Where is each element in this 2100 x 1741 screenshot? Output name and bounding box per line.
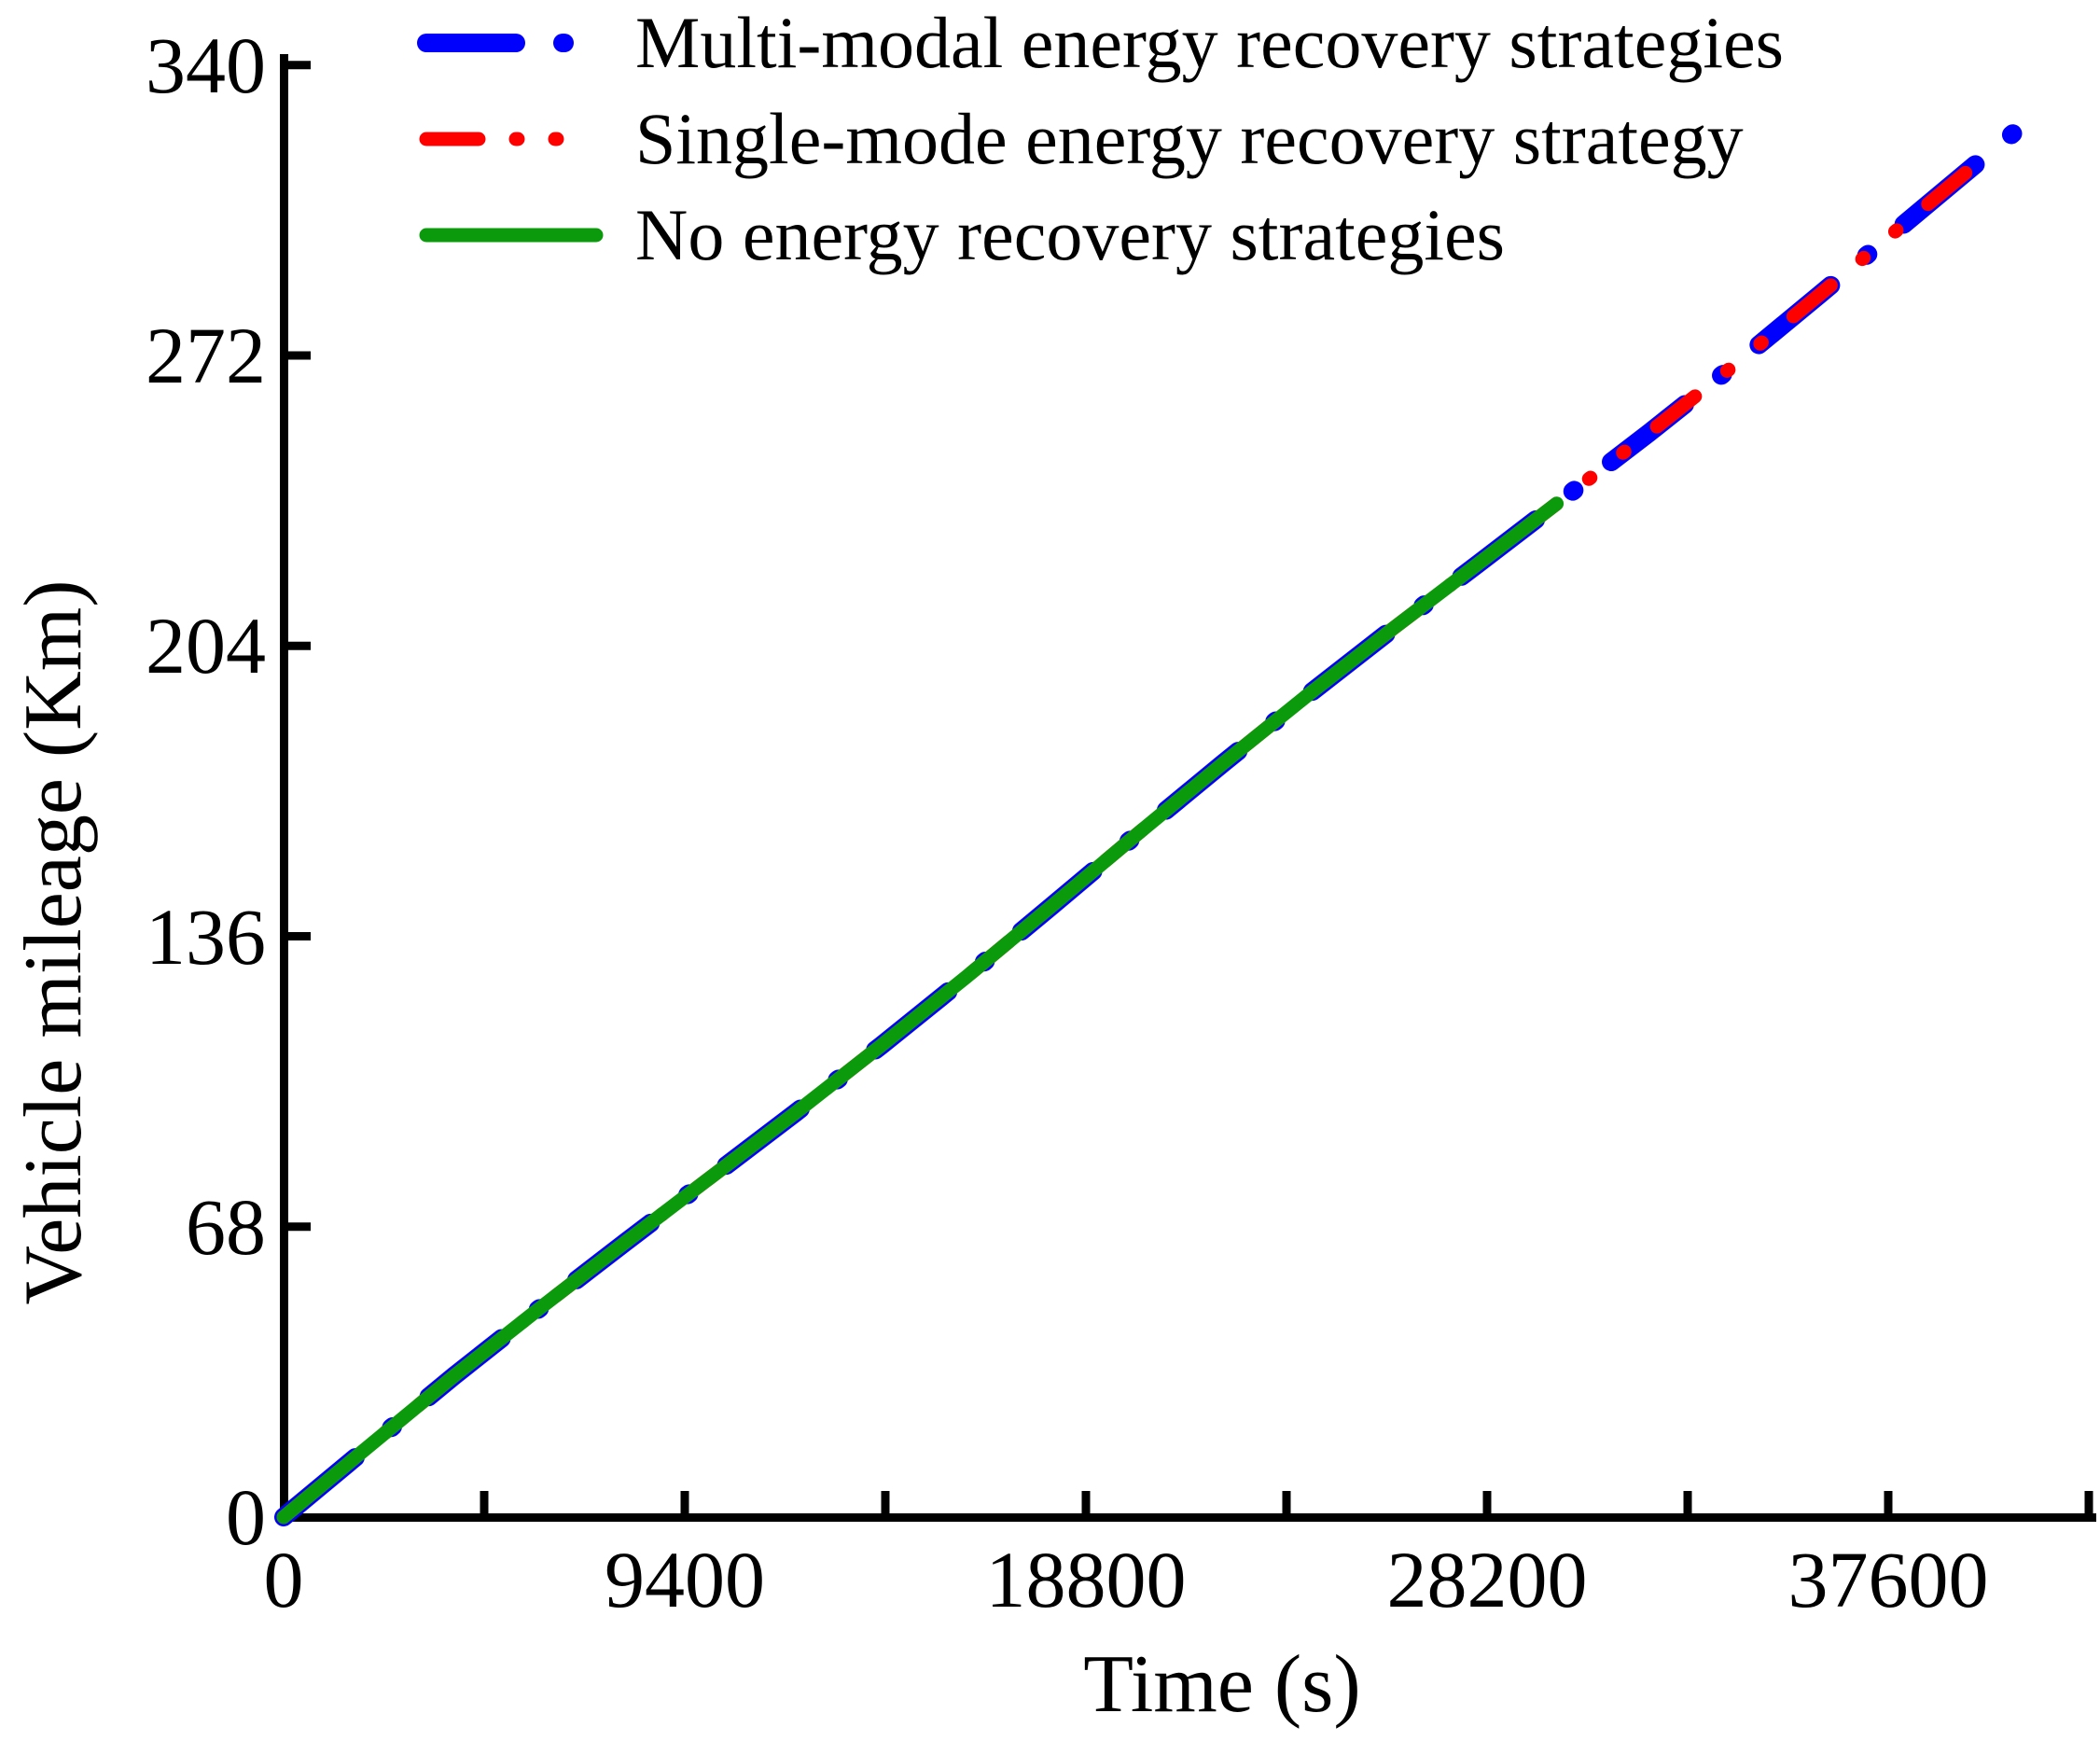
y-axis-title: Vehicle mileage (Km) [8, 579, 99, 1305]
x-tick-label: 9400 [605, 1535, 765, 1624]
axis-ticks [287, 61, 2093, 1515]
series-line [276, 496, 1565, 1525]
x-axis-title: Time (s) [1083, 1639, 1361, 1730]
y-tick-label: 272 [146, 311, 266, 400]
legend-item: Single-mode energy recovery strategy [0, 91, 1784, 187]
y-tick-label: 136 [146, 891, 266, 982]
y-tick-label: 340 [146, 20, 266, 110]
legend-swatch-line [419, 228, 604, 242]
y-tick-mark [287, 641, 311, 650]
y-tick-label: 0 [226, 1472, 266, 1562]
x-tick-mark [1884, 1491, 1893, 1515]
x-tick-label: 18800 [985, 1535, 1187, 1624]
y-tick-mark [287, 932, 311, 940]
legend-swatch-line [419, 132, 604, 146]
x-tick-label: 0 [263, 1535, 304, 1624]
legend-label: Single-mode energy recovery strategy [635, 97, 1744, 179]
y-tick-mark [287, 1222, 311, 1232]
data-series [274, 107, 2043, 1526]
x-tick-mark [1482, 1491, 1492, 1515]
x-tick-mark [2084, 1491, 2093, 1515]
legend-label: Multi-modal energy recovery strategies [635, 1, 1784, 83]
y-tick-mark [287, 351, 311, 360]
legend-label: No energy recovery strategies [635, 193, 1506, 275]
legend-item: Multi-modal energy recovery strategies [0, 0, 1784, 91]
x-tick-label: 37600 [1787, 1535, 1989, 1624]
x-tick-mark [1081, 1491, 1091, 1515]
x-tick-mark [480, 1491, 489, 1515]
x-axis-spine [280, 1513, 2096, 1522]
legend-swatch-line [417, 33, 604, 52]
legend-item: No energy recovery strategies [0, 187, 1784, 283]
y-axis-spine [280, 54, 288, 1523]
x-tick-mark [1683, 1491, 1692, 1515]
y-tick-label: 68 [186, 1181, 266, 1272]
x-tick-mark [680, 1491, 689, 1515]
x-tick-mark [881, 1491, 890, 1515]
x-tick-label: 28200 [1386, 1535, 1588, 1624]
legend: Multi-modal energy recovery strategies Si… [0, 0, 1784, 283]
x-tick-mark [1282, 1491, 1291, 1515]
y-tick-mark [287, 61, 311, 70]
y-tick-label: 204 [146, 601, 266, 691]
